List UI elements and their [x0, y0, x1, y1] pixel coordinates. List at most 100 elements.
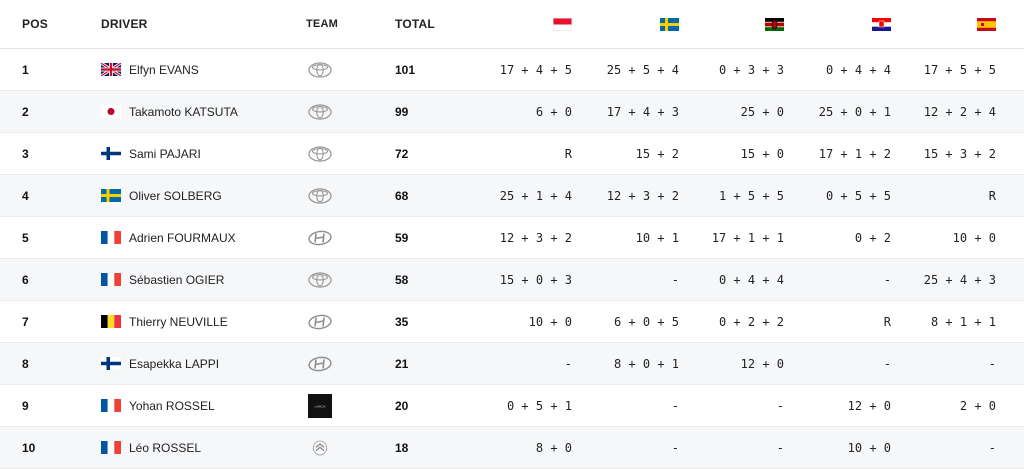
- driver-cell[interactable]: Sami PAJARI: [101, 133, 201, 174]
- driver-name[interactable]: Elfyn EVANS: [129, 62, 199, 77]
- table-row[interactable]: 8 Esapekka LAPPI 21 - 8 + 0 + 1 12 + 0 - -: [0, 343, 1024, 385]
- row-position: 8: [22, 356, 29, 371]
- driver-name[interactable]: Thierry NEUVILLE: [129, 314, 228, 329]
- row-position: 10: [22, 440, 36, 455]
- table-row[interactable]: 1 Elfyn EVANS 101 17 + 4 + 5 25 + 5 + 4 0 + 3…: [0, 49, 1024, 91]
- driver-name[interactable]: Sami PAJARI: [129, 146, 201, 161]
- header-pos: POS: [22, 17, 48, 31]
- total-points: 101: [395, 62, 416, 77]
- be-flag-icon: [101, 315, 121, 328]
- total-points: 20: [395, 398, 409, 413]
- row-position: 9: [22, 398, 29, 413]
- table-row[interactable]: 10 Léo ROSSEL 18 8 + 0 - - 10 + 0 -: [0, 427, 1024, 469]
- rally-score: 12 + 0: [740, 356, 784, 371]
- rally-score: -: [671, 440, 679, 455]
- total-points: 58: [395, 272, 409, 287]
- citroen-logo-icon: [306, 427, 334, 468]
- rally-sweden-flag-icon[interactable]: [660, 0, 679, 48]
- table-row[interactable]: 5 Adrien FOURMAUX 59 12 + 3 + 2 10 + 1 17 + 1…: [0, 217, 1024, 259]
- hyundai-logo-icon: [306, 217, 334, 258]
- rally-spain-flag-icon[interactable]: [977, 0, 996, 48]
- table-row[interactable]: 6 Sébastien OGIER 58 15 + 0 + 3 - 0 + 4 + 4 - 2…: [0, 259, 1024, 301]
- rally-score: 0 + 4 + 4: [825, 62, 891, 77]
- driver-cell[interactable]: Léo ROSSEL: [101, 427, 201, 468]
- total-points: 21: [395, 356, 409, 371]
- driver-name[interactable]: Sébastien OGIER: [129, 272, 225, 287]
- rally-score: 25 + 0: [740, 104, 784, 119]
- total-points: 59: [395, 230, 409, 245]
- svg-text:LANCIA: LANCIA: [314, 404, 326, 408]
- rally-score: -: [883, 356, 891, 371]
- toyota-logo-icon: [306, 91, 334, 132]
- row-position: 2: [22, 104, 29, 119]
- rally-score: 17 + 4 + 5: [499, 62, 572, 77]
- driver-cell[interactable]: Adrien FOURMAUX: [101, 217, 236, 258]
- rally-kenya-flag-icon[interactable]: [765, 0, 784, 48]
- rally-score: 6 + 0 + 5: [613, 314, 679, 329]
- driver-name[interactable]: Oliver SOLBERG: [129, 188, 222, 203]
- rally-score: -: [988, 440, 996, 455]
- driver-cell[interactable]: Elfyn EVANS: [101, 49, 199, 90]
- rally-score: -: [883, 272, 891, 287]
- total-points: 68: [395, 188, 409, 203]
- rally-score: 15 + 3 + 2: [923, 146, 996, 161]
- rally-score: 25 + 1 + 4: [499, 188, 572, 203]
- total-points: 18: [395, 440, 409, 455]
- driver-name[interactable]: Esapekka LAPPI: [129, 356, 220, 371]
- header-driver: DRIVER: [101, 17, 148, 31]
- driver-cell[interactable]: Thierry NEUVILLE: [101, 301, 228, 342]
- driver-cell[interactable]: Oliver SOLBERG: [101, 175, 222, 216]
- driver-cell[interactable]: Yohan ROSSEL: [101, 385, 215, 426]
- row-position: 5: [22, 230, 29, 245]
- header-team: TEAM: [306, 18, 338, 30]
- driver-name[interactable]: Yohan ROSSEL: [129, 398, 215, 413]
- row-position: 6: [22, 272, 29, 287]
- rally-score: 10 + 1: [635, 230, 679, 245]
- rally-score: 8 + 1 + 1: [930, 314, 996, 329]
- fr-flag-icon: [101, 441, 121, 454]
- fi-flag-icon: [101, 357, 121, 370]
- toyota-logo-icon: [306, 133, 334, 174]
- row-position: 3: [22, 146, 29, 161]
- rally-score: -: [671, 272, 679, 287]
- table-row[interactable]: 9 Yohan ROSSEL LANCIA 20 0 + 5 + 1 - - 12 + 0 2 …: [0, 385, 1024, 427]
- rally-score: 12 + 0: [847, 398, 891, 413]
- rally-score: 6 + 0: [535, 104, 572, 119]
- toyota-logo-icon: [306, 49, 334, 90]
- fr-flag-icon: [101, 231, 121, 244]
- rally-score: 0 + 3 + 3: [718, 62, 784, 77]
- rally-score: 0 + 5 + 1: [506, 398, 572, 413]
- table-row[interactable]: 4 Oliver SOLBERG 68 25 + 1 + 4 12 + 3 + 2 1 +…: [0, 175, 1024, 217]
- rally-croatia-flag-icon[interactable]: [872, 0, 891, 48]
- driver-name[interactable]: Adrien FOURMAUX: [129, 230, 236, 245]
- rally-score: 25 + 0 + 1: [818, 104, 891, 119]
- gb-flag-icon: [101, 63, 121, 76]
- rally-score: 15 + 2: [635, 146, 679, 161]
- driver-cell[interactable]: Takamoto KATSUTA: [101, 91, 238, 132]
- rally-score: 25 + 5 + 4: [606, 62, 679, 77]
- rally-score: 15 + 0 + 3: [499, 272, 572, 287]
- jp-flag-icon: [101, 105, 121, 118]
- fr-flag-icon: [101, 399, 121, 412]
- rally-score: 17 + 1 + 1: [711, 230, 784, 245]
- driver-name[interactable]: Takamoto KATSUTA: [129, 104, 238, 119]
- rally-score: 25 + 4 + 3: [923, 272, 996, 287]
- table-header: POS DRIVER TEAM TOTAL: [0, 0, 1024, 49]
- rally-monaco-flag-icon[interactable]: [553, 0, 572, 48]
- driver-name[interactable]: Léo ROSSEL: [129, 440, 202, 455]
- driver-cell[interactable]: Esapekka LAPPI: [101, 343, 219, 384]
- rally-score: -: [564, 356, 572, 371]
- rally-score: 0 + 5 + 5: [825, 188, 891, 203]
- table-row[interactable]: 7 Thierry NEUVILLE 35 10 + 0 6 + 0 + 5 0 + 2 …: [0, 301, 1024, 343]
- toyota-logo-icon: [306, 259, 334, 300]
- rally-score: 12 + 2 + 4: [923, 104, 996, 119]
- total-points: 72: [395, 146, 409, 161]
- rally-score: 2 + 0: [959, 398, 996, 413]
- row-position: 1: [22, 62, 29, 77]
- driver-cell[interactable]: Sébastien OGIER: [101, 259, 224, 300]
- row-position: 4: [22, 188, 29, 203]
- table-row[interactable]: 2 Takamoto KATSUTA 99 6 + 0 17 + 4 + 3 25 + 0…: [0, 91, 1024, 133]
- rally-score: 0 + 2 + 2: [718, 314, 784, 329]
- table-row[interactable]: 3 Sami PAJARI 72 R 15 + 2 15 + 0 17 + 1 + 2 15 …: [0, 133, 1024, 175]
